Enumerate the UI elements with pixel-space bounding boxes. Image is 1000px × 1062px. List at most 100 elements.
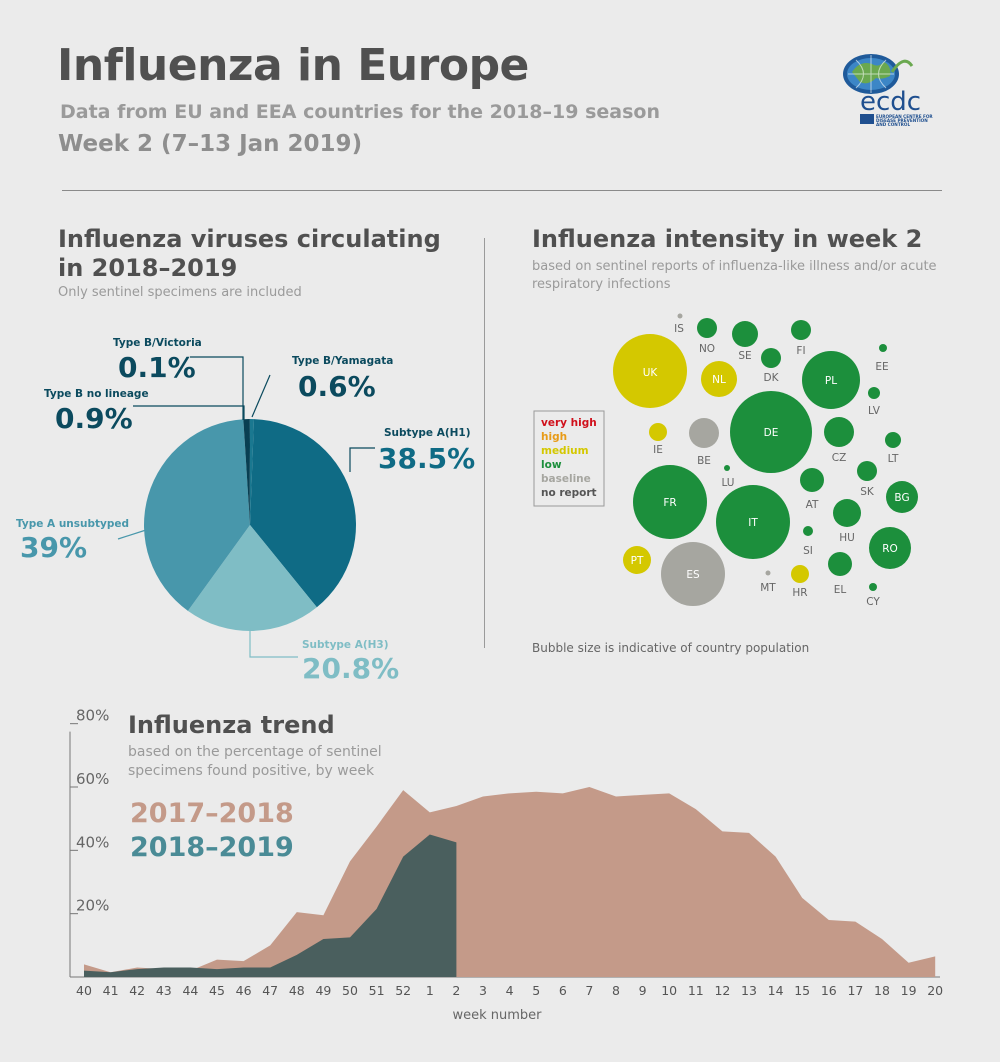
pie-label-subtype-a-h1: Subtype A(H1): [384, 427, 471, 439]
bubble-fr: [633, 465, 707, 539]
intensity-note-line2: respiratory infections: [532, 277, 671, 292]
bubble-es: [661, 542, 725, 606]
pie-value-type-b-victoria: 0.1%: [118, 351, 196, 384]
bubble-label-hu: HU: [839, 532, 855, 544]
x-tick-label: 47: [262, 983, 278, 998]
pie-slice-type-b-no-lineage: [243, 419, 250, 525]
x-axis-title: week number: [452, 1008, 542, 1023]
bubble-label-lv: LV: [868, 405, 881, 417]
x-tick-label: 14: [768, 983, 784, 998]
bubble-bg: [886, 481, 918, 513]
trend-title: Influenza trend: [128, 711, 335, 739]
bubble-label-si: SI: [803, 545, 813, 557]
pie-leader-type-b-no-lineage: [133, 405, 245, 420]
x-tick-label: 50: [342, 983, 358, 998]
x-tick-label: 49: [315, 983, 331, 998]
pie-slice-type-b-yamagata: [250, 419, 254, 525]
page-subtitle: Data from EU and EEA countries for the 2…: [60, 101, 660, 123]
x-tick-label: 15: [794, 983, 810, 998]
legend-medium: medium: [541, 445, 589, 457]
bubble-label-bg: BG: [894, 492, 909, 504]
legend-no-report: no report: [541, 487, 597, 499]
legend-very-high: very high: [541, 417, 597, 429]
bubble-label-nl: NL: [712, 374, 726, 386]
bubble-lt: [885, 432, 901, 448]
pie-slice-type-a-unsubtyped: [144, 419, 250, 611]
bubble-label-ro: RO: [882, 543, 898, 555]
x-tick-label: 16: [821, 983, 837, 998]
series-area-2017-2018: [84, 787, 936, 977]
y-tick-label: 60%: [76, 770, 109, 788]
y-tick-label: 40%: [76, 833, 109, 851]
legend-2017-2018: 2017–2018: [130, 798, 294, 829]
header-divider: [62, 190, 942, 191]
intensity-title: Influenza intensity in week 2: [532, 225, 923, 253]
pie-label-type-a-unsubtyped: Type A unsubtyped: [16, 518, 129, 530]
bubble-ro: [869, 527, 911, 569]
x-tick-label: 52: [395, 983, 411, 998]
bubble-label-uk: UK: [643, 367, 659, 379]
bubble-label-lu: LU: [721, 477, 734, 489]
legend-low: low: [541, 459, 562, 471]
bubble-label-es: ES: [686, 569, 700, 581]
bubble-fi: [791, 320, 811, 340]
x-tick-label: 44: [182, 983, 198, 998]
bubble-dk: [761, 348, 781, 368]
trend-note-line2: specimens found positive, by week: [128, 763, 375, 779]
pie-slice-subtype-a-h3: [187, 525, 317, 631]
pie-slice-subtype-a-h1: [250, 419, 356, 608]
viruses-title: Influenza viruses circulating in 2018–20…: [58, 225, 441, 283]
x-tick-label: 20: [927, 983, 943, 998]
bubble-label-pl: PL: [825, 375, 837, 387]
bubble-lv: [868, 387, 880, 399]
globe-icon: [843, 54, 899, 94]
pie-label-type-b-yamagata: Type B/Yamagata: [292, 355, 393, 367]
bubble-pl: [802, 351, 860, 409]
bubble-mt: [765, 570, 771, 576]
bubble-ee: [879, 344, 887, 352]
pie-value-subtype-a-h1: 38.5%: [378, 442, 475, 475]
x-tick-label: 2: [452, 983, 460, 998]
viruses-title-line2: in 2018–2019: [58, 254, 238, 282]
y-tick-label: 80%: [76, 707, 109, 725]
x-tick-label: 7: [585, 983, 593, 998]
x-tick-label: 5: [532, 983, 540, 998]
bubble-nl: [701, 361, 737, 397]
x-tick-label: 13: [741, 983, 757, 998]
y-tick-label: 20%: [76, 897, 109, 915]
bubble-label-ee: EE: [875, 361, 888, 373]
svg-text:AND CONTROL: AND CONTROL: [876, 122, 910, 127]
bubble-label-lt: LT: [888, 453, 899, 465]
x-tick-label: 51: [369, 983, 385, 998]
bubble-hr: [791, 565, 809, 583]
bubble-label-se: SE: [738, 350, 751, 362]
bubble-label-el: EL: [834, 584, 847, 596]
x-tick-label: 45: [209, 983, 225, 998]
bubble-label-it: IT: [748, 517, 758, 529]
viruses-note: Only sentinel specimens are included: [58, 285, 302, 300]
bubble-cy: [869, 583, 877, 591]
intensity-note: based on sentinel reports of influenza-l…: [532, 258, 937, 294]
pie-label-subtype-a-h3: Subtype A(H3): [302, 639, 389, 651]
bubble-uk: [613, 334, 687, 408]
intensity-footnote: Bubble size is indicative of country pop…: [532, 641, 810, 655]
pie-value-type-b-yamagata: 0.6%: [298, 370, 376, 403]
trend-note-line1: based on the percentage of sentinel: [128, 744, 382, 760]
pie-leader-type-b-victoria: [190, 356, 244, 420]
x-tick-label: 46: [236, 983, 252, 998]
pie-slice-type-b-victoria: [249, 419, 250, 525]
x-tick-label: 11: [688, 983, 704, 998]
ecdc-logo: ecdc EUROPEAN CENTRE FOR DISEASE PREVENT…: [838, 50, 938, 132]
bubble-chart: UK IS NO SE FI DK NL PL EE LV DE IE BE CZ LT LU SK FR AT BG…: [533, 313, 918, 608]
bubble-label-be: BE: [697, 455, 711, 467]
pie-leader-subtype-a-h1: [349, 447, 375, 472]
pie-label-type-b-victoria: Type B/Victoria: [113, 337, 202, 349]
page-title: Influenza in Europe: [57, 40, 529, 91]
bubble-label-hr: HR: [792, 587, 807, 599]
intensity-legend-box: [533, 410, 605, 507]
bubble-label-sk: SK: [860, 486, 875, 498]
bubble-label-de: DE: [764, 427, 779, 439]
x-tick-label: 12: [714, 983, 730, 998]
legend-baseline: baseline: [541, 473, 591, 485]
